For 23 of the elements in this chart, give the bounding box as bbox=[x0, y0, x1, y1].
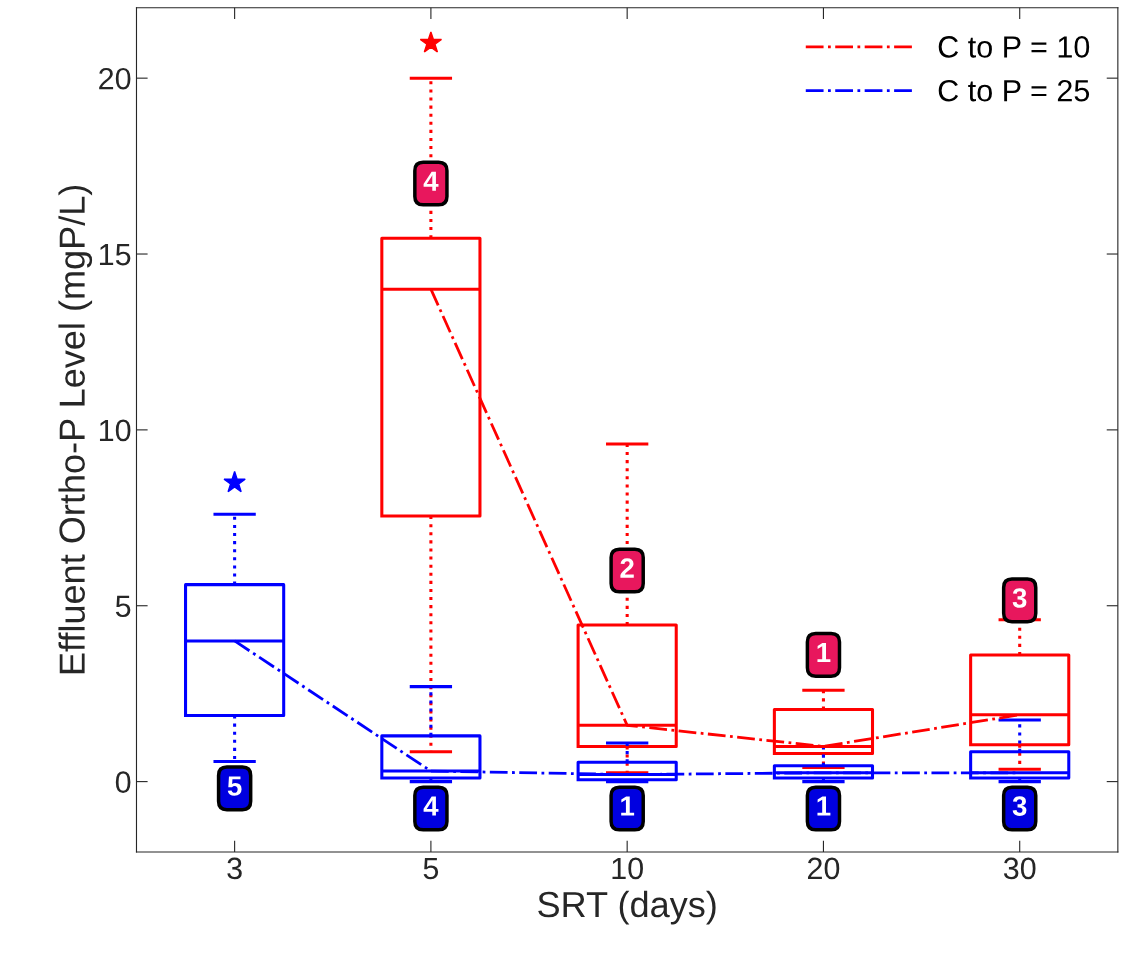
text: 4 bbox=[423, 796, 439, 816]
x-tick-label: 20 bbox=[807, 857, 840, 880]
y-tick-label: 20 bbox=[99, 67, 131, 90]
x-tick-label: 3 bbox=[227, 857, 242, 880]
text: 4 bbox=[423, 171, 439, 191]
x-tick-label: 5 bbox=[423, 857, 439, 880]
y-tick-label: 15 bbox=[99, 244, 131, 266]
text: 1 bbox=[817, 796, 831, 816]
text: 3 bbox=[1012, 588, 1027, 608]
legend-label: C to P = 10 bbox=[938, 36, 1090, 58]
y-axis-title: Effluent Ortho-P Level (mgP/L) bbox=[58, 185, 93, 674]
y-tick-label: 0 bbox=[115, 771, 131, 793]
y-tick-label: 10 bbox=[99, 419, 131, 442]
text: 2 bbox=[620, 558, 634, 578]
text: 5 bbox=[227, 776, 242, 796]
text: 1 bbox=[817, 642, 831, 663]
y-tick-label: 5 bbox=[115, 595, 131, 618]
text: 1 bbox=[621, 796, 635, 816]
legend-label: C to P = 25 bbox=[938, 79, 1090, 102]
x-axis-title: SRT (days) bbox=[538, 890, 716, 925]
x-tick-label: 30 bbox=[1003, 857, 1036, 880]
text: 3 bbox=[1012, 796, 1027, 816]
x-tick-label: 10 bbox=[612, 857, 643, 880]
